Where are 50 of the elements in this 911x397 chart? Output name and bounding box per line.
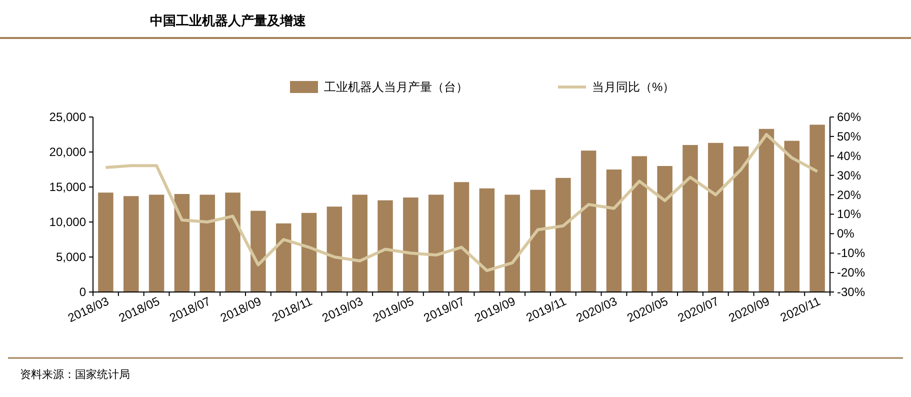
bar [225, 192, 240, 292]
bar [733, 146, 749, 292]
y-tick-label: 5,000 [56, 250, 86, 264]
bar [98, 192, 114, 292]
y2-tick-label: 0% [837, 226, 855, 241]
bar [810, 124, 825, 292]
bar [123, 196, 139, 292]
bar [758, 128, 774, 292]
bar [174, 194, 190, 292]
y2-tick-label: 40% [837, 148, 862, 163]
bar [428, 194, 444, 292]
bar [148, 194, 164, 292]
bar [657, 166, 672, 292]
y-tick-label: 20,000 [49, 145, 86, 159]
y2-tick-label: -30% [837, 285, 866, 299]
bar [250, 210, 266, 292]
legend-label: 当月同比（%） [592, 80, 675, 94]
bar [326, 206, 342, 292]
bar [632, 156, 648, 292]
bar [479, 188, 495, 292]
legend-label: 工业机器人当月产量（台） [324, 80, 468, 94]
bar [454, 182, 470, 292]
bar [606, 170, 622, 292]
bar [530, 190, 546, 292]
bar [556, 178, 571, 292]
y-tick-label: 15,000 [49, 180, 86, 194]
y2-tick-label: 60% [837, 110, 862, 124]
bar [580, 150, 596, 292]
bar [200, 194, 215, 292]
y2-tick-label: 30% [837, 168, 862, 182]
line-series [104, 133, 819, 272]
bar [378, 200, 393, 292]
y2-tick-label: 10% [837, 207, 862, 222]
bar [403, 198, 418, 292]
y2-tick-label: 20% [837, 188, 862, 202]
y-tick-label: 0 [79, 285, 86, 299]
bar [708, 142, 724, 292]
text: 资料来源：国家统计局 [20, 368, 130, 381]
y2-tick-label: 50% [837, 129, 862, 144]
bar [301, 212, 317, 292]
bar [504, 194, 520, 292]
y2-tick-label: -10% [837, 246, 866, 260]
bar [276, 223, 292, 292]
bar [682, 145, 698, 292]
bar [784, 140, 800, 292]
chart-title: 中国工业机器人产量及增速 [150, 13, 307, 28]
y2-tick-label: -20% [837, 266, 866, 280]
y-tick-label: 25,000 [49, 110, 86, 124]
bar [352, 194, 368, 292]
y-tick-label: 10,000 [49, 215, 86, 229]
